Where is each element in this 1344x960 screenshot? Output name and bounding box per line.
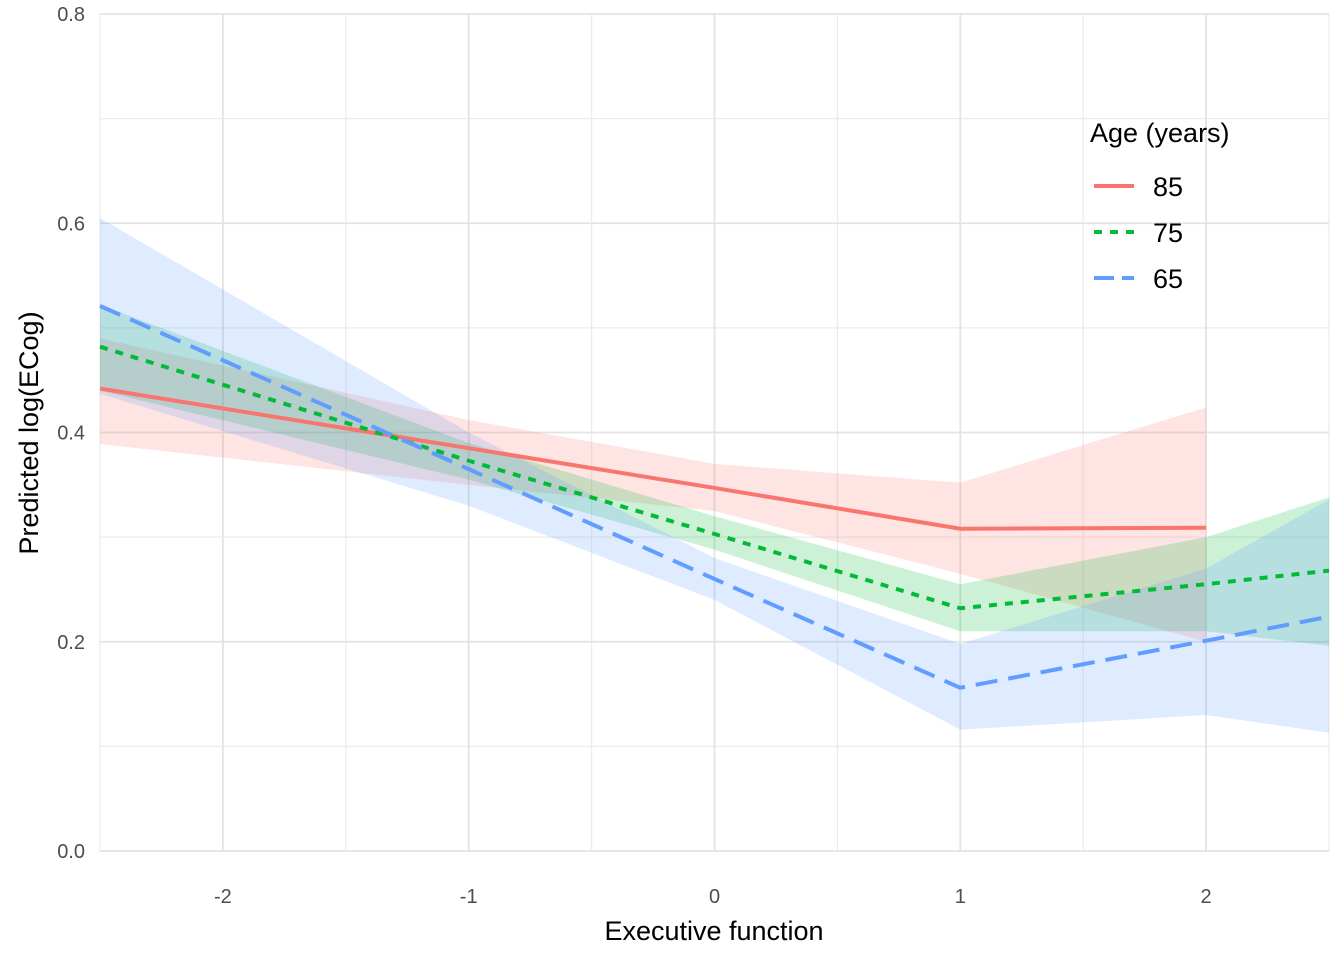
x-tick-label: 0: [709, 886, 720, 908]
x-tick-label: 1: [955, 886, 966, 908]
ci-band-65: [100, 218, 1329, 733]
legend-label-65: 65: [1153, 264, 1183, 294]
x-tick-label: -2: [214, 886, 232, 908]
legend-item-85: 85: [1094, 172, 1183, 202]
grid: [99, 13, 1330, 852]
legend: Age (years) 85 75 65: [1090, 118, 1230, 294]
legend-label-85: 85: [1153, 172, 1183, 202]
y-tick-label: 0.4: [57, 423, 85, 445]
legend-title: Age (years): [1090, 118, 1230, 148]
x-tick-label: -1: [460, 886, 478, 908]
y-axis-title: Predicted log(ECog): [14, 311, 44, 554]
x-tick-label: 2: [1201, 886, 1212, 908]
y-tick-label: 0.0: [57, 841, 85, 863]
y-tick-label: 0.2: [57, 632, 85, 654]
legend-item-65: 65: [1094, 264, 1183, 294]
ci-band-75: [100, 304, 1329, 646]
series-line-85: [99, 386, 1207, 531]
series-lines: [99, 304, 1330, 690]
ci-band-85: [100, 338, 1207, 642]
y-tick-label: 0.6: [57, 213, 85, 235]
legend-item-75: 75: [1094, 218, 1183, 248]
legend-label-75: 75: [1153, 218, 1183, 248]
tick-labels: -2 -1 0 1 2 0.0 0.2 0.4 0.6 0.8: [57, 4, 1211, 908]
series-line-65: [99, 304, 1330, 690]
y-tick-label: 0.8: [57, 4, 85, 26]
confidence-bands: [100, 218, 1329, 733]
x-axis-title: Executive function: [604, 916, 823, 946]
